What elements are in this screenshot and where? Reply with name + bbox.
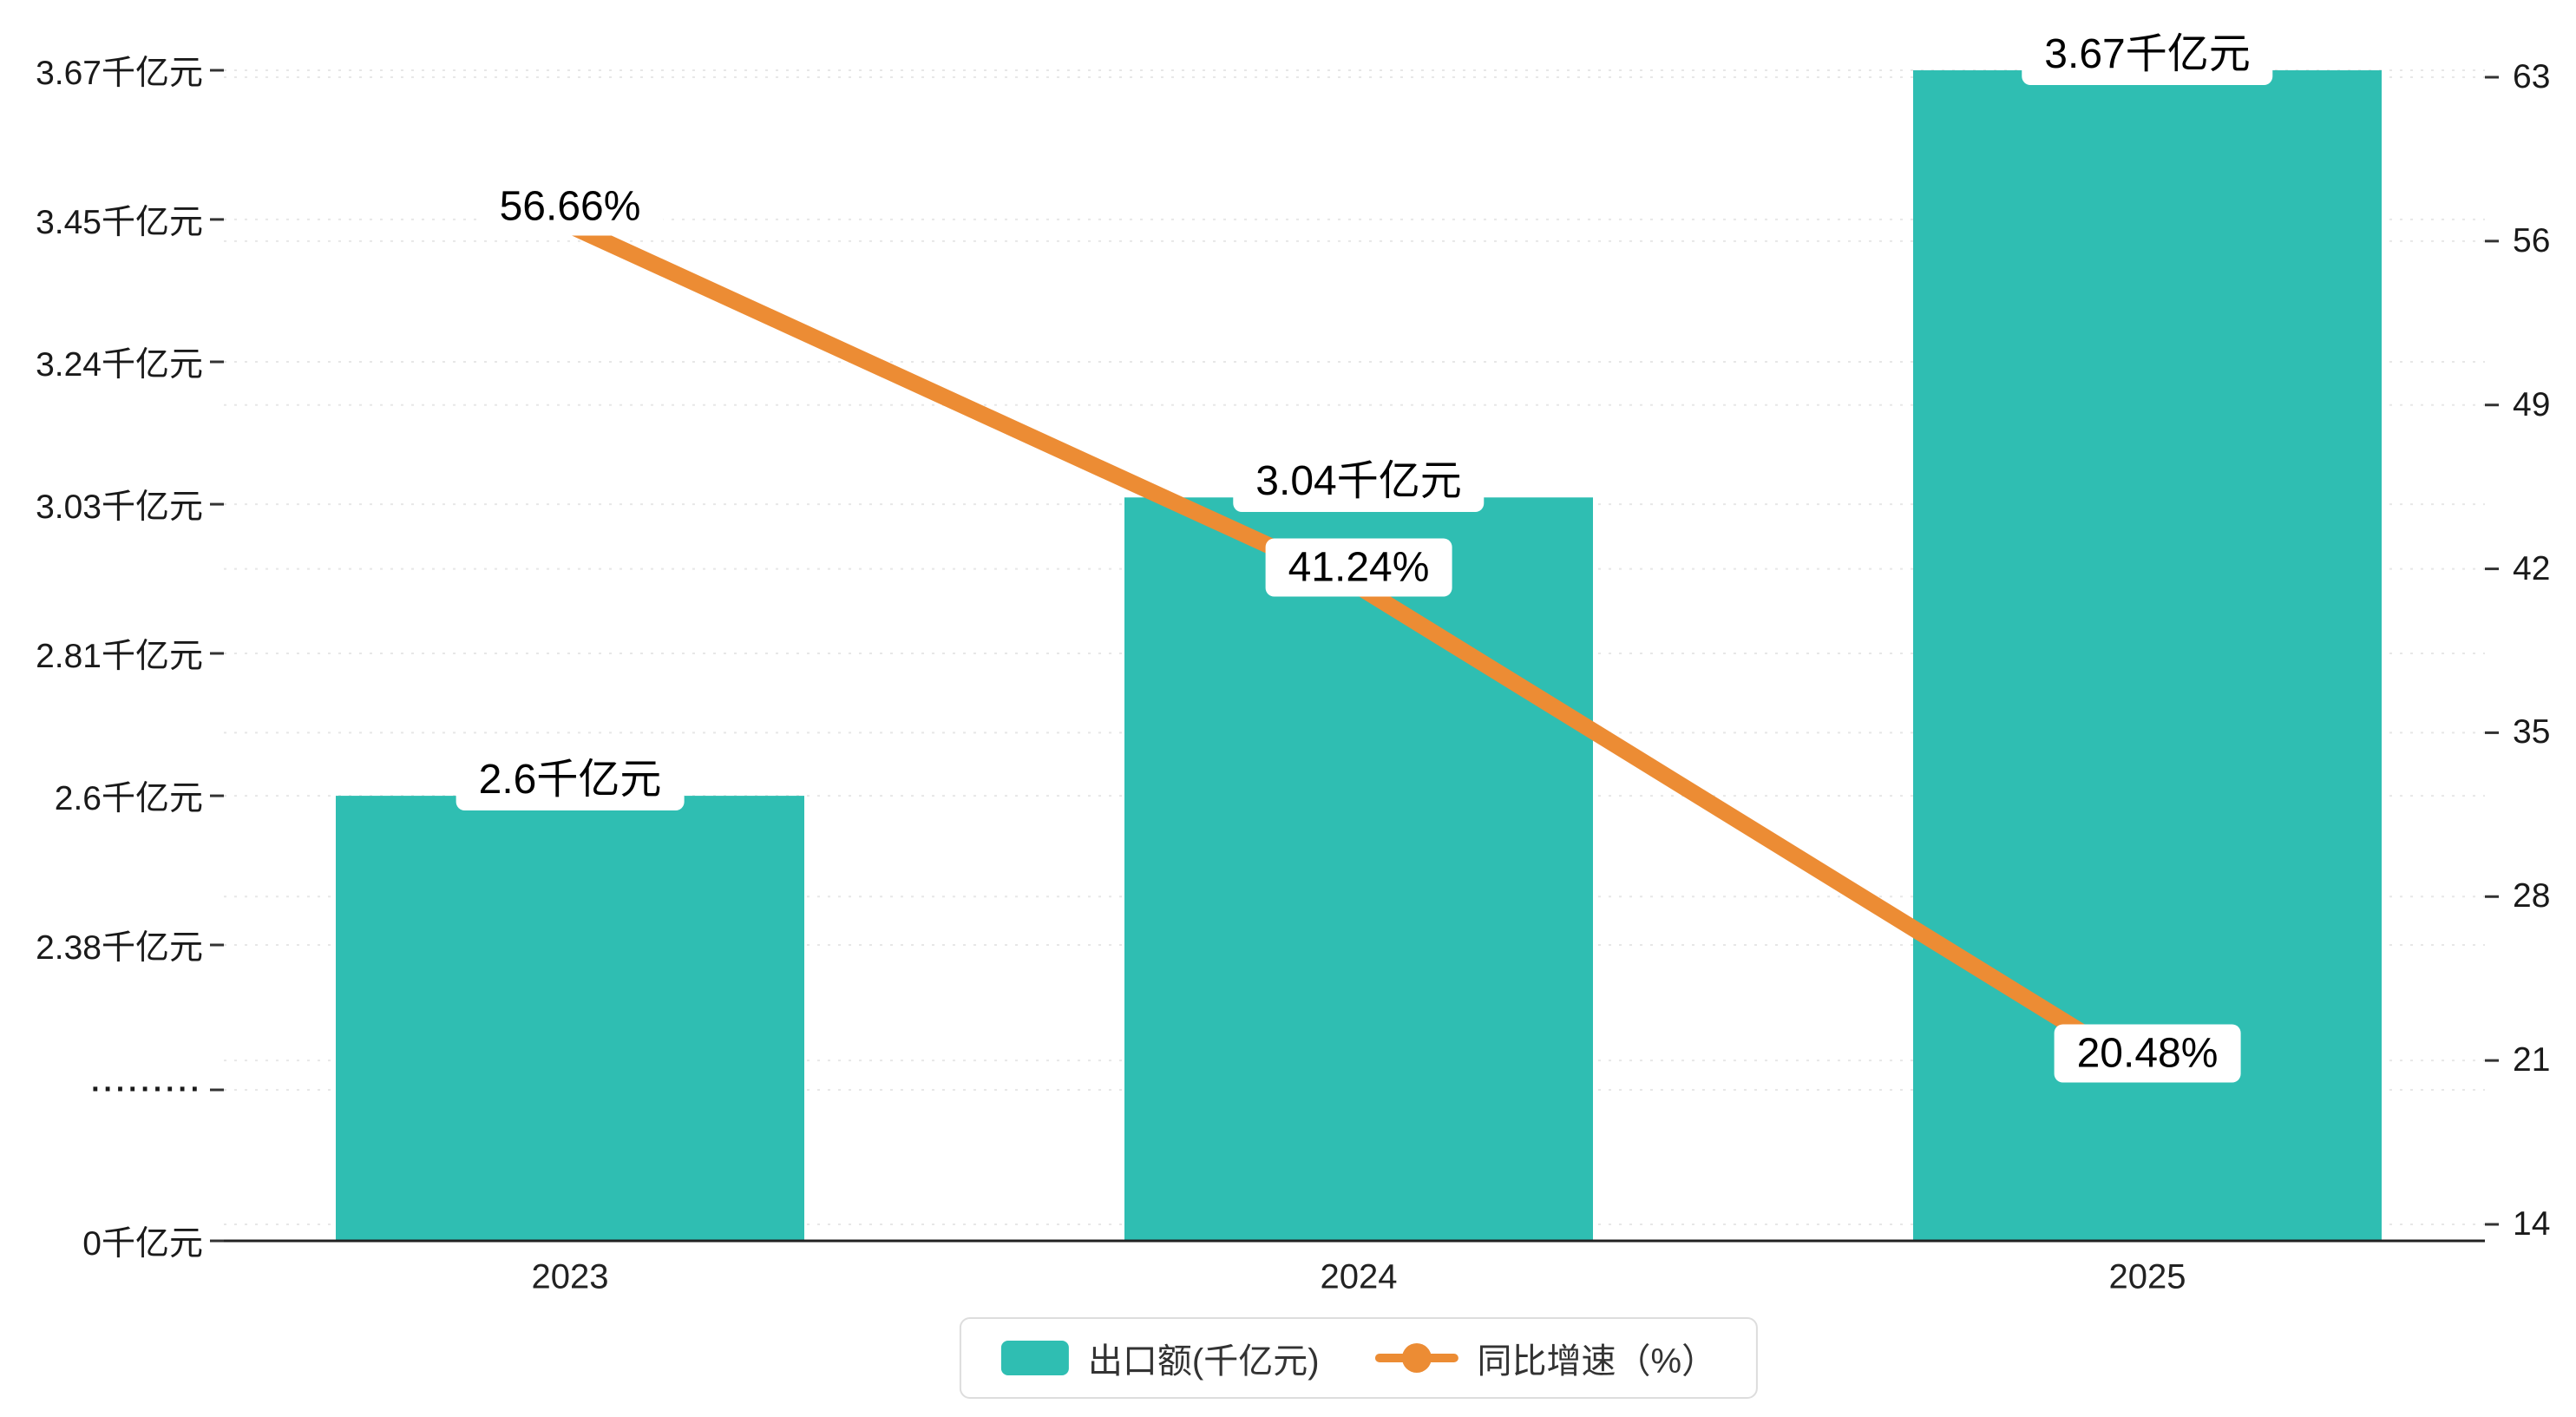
- legend-bar-swatch: [1000, 1341, 1069, 1375]
- bar-2023: [336, 796, 804, 1241]
- legend-label-export: 出口额(千亿元): [1087, 1342, 1320, 1381]
- legend-label-growth: 同比增速（%）: [1477, 1342, 1717, 1381]
- legend-line-marker: [1374, 1343, 1458, 1373]
- legend: 出口额(千亿元) 同比增速（%）: [959, 1317, 1759, 1399]
- legend-item-growth[interactable]: 同比增速（%）: [1374, 1333, 1717, 1383]
- legend-line-dot: [1401, 1343, 1432, 1373]
- legend-item-export[interactable]: 出口额(千亿元): [1000, 1333, 1320, 1383]
- bar-2024: [1124, 497, 1593, 1241]
